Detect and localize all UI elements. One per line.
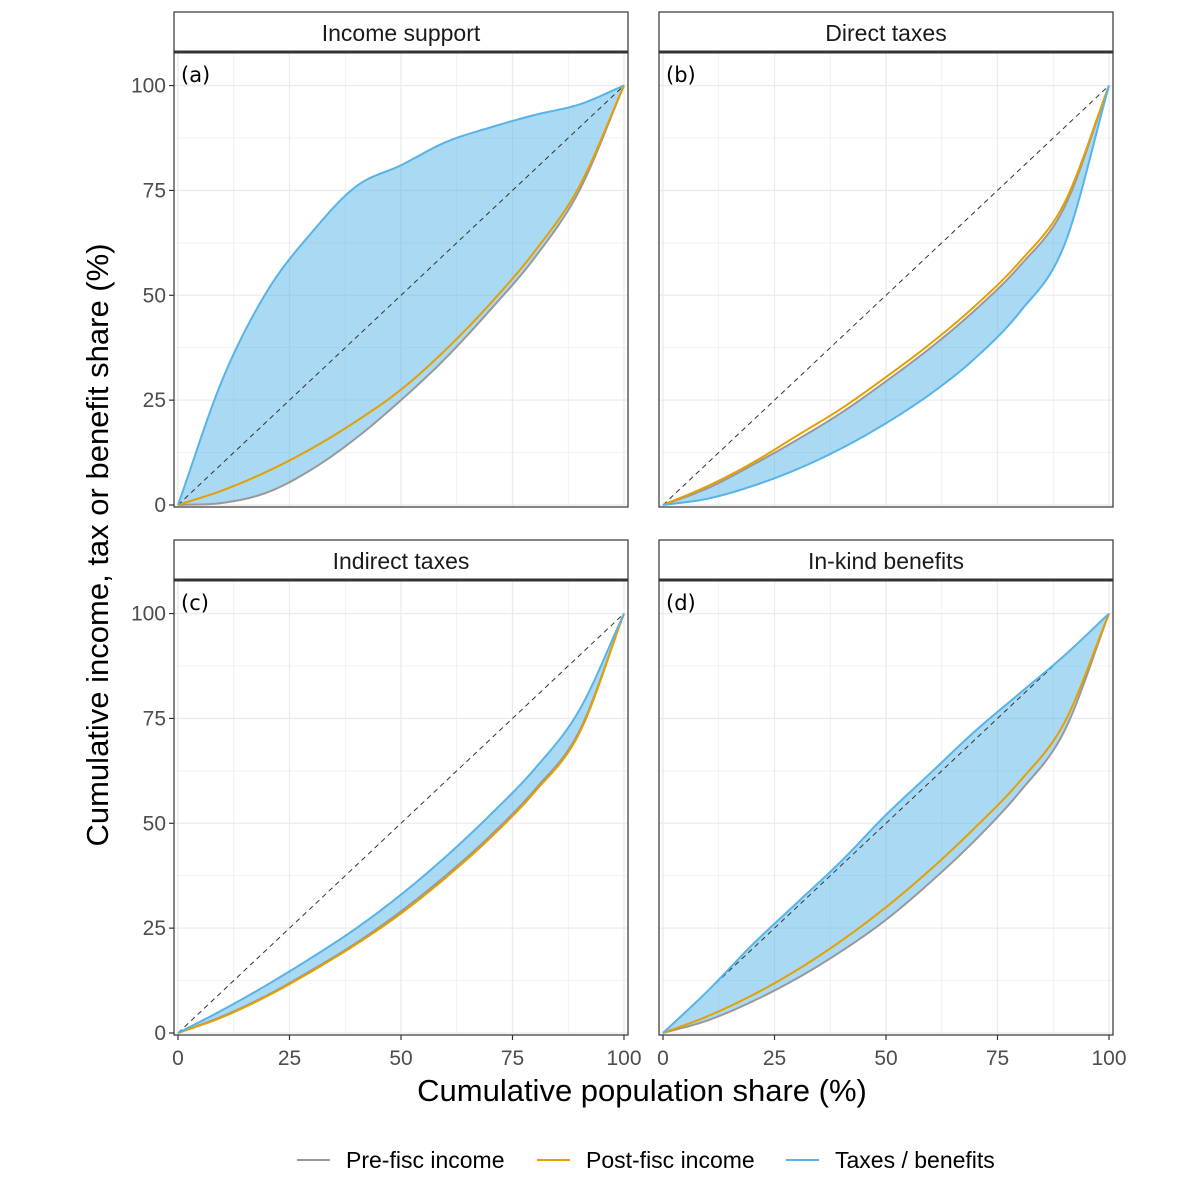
panel-c: Indirect taxes (c) 0 25 50 75 100 0 25 50 75 100 [131,539,642,1070]
strip-title: In-kind benefits [808,548,964,574]
series-line-pre-fisc-income [662,613,1110,1034]
legend-label-taxes-benefits: Taxes / benefits [835,1147,995,1173]
concentration-band [663,85,1109,505]
x-tick-label: 50 [389,1047,412,1070]
strip-title: Income support [322,20,481,46]
equality-line [177,85,625,506]
x-tick-label: 25 [763,1047,786,1070]
series-line-post-fisc-income [662,613,1110,1034]
x-tick-label: 75 [986,1047,1009,1070]
panel-tag: (d) [666,591,696,615]
y-tick-label: 100 [131,75,166,98]
series-line-taxes-benefits [662,85,1110,506]
x-tick-label: 0 [172,1047,184,1070]
strip-background [173,539,629,581]
y-tick-label: 0 [154,1022,166,1045]
equality-line [662,613,1110,1034]
x-tick-label: 100 [1091,1047,1126,1070]
strip-background [173,11,629,53]
x-tick-label: 100 [606,1047,641,1070]
y-tick-label: 100 [131,603,166,626]
panel-a: Income support (a) 0 25 50 75 100 [131,11,629,517]
panel-d: In-kind benefits (d) 0 25 50 75 100 [657,539,1127,1070]
panel-tag: (b) [666,63,696,87]
strip-title: Indirect taxes [333,548,470,574]
series-line-post-fisc-income [177,613,625,1034]
strip-title: Direct taxes [825,20,946,46]
x-axis-title: Cumulative population share (%) [417,1073,867,1108]
legend-label-pre-fisc: Pre-fisc income [346,1147,504,1173]
y-tick-label: 75 [143,179,166,202]
y-tick-label: 75 [143,707,166,730]
y-tick-label: 25 [143,917,166,940]
y-tick-label: 50 [143,284,166,307]
legend: Pre-fisc income Post-fisc income Taxes /… [297,1147,995,1173]
series-line-taxes-benefits [177,84,625,506]
x-tick-label: 75 [501,1047,524,1070]
panel-b: Direct taxes (b) [658,11,1114,508]
series-line-pre-fisc-income [662,85,1110,506]
series-line-pre-fisc-income [177,85,625,506]
panel-tag: (c) [181,591,209,615]
equality-line [177,613,625,1034]
series-line-taxes-benefits [662,612,1110,1034]
x-tick-label: 25 [278,1047,301,1070]
series-line-post-fisc-income [177,85,625,506]
equality-line [662,85,1110,506]
y-tick-label: 0 [154,494,166,517]
series-line-post-fisc-income [662,85,1110,506]
chart-panels: Income support (a) 0 25 50 75 100 Direct taxes (… [131,11,1127,1070]
panel-tag: (a) [181,63,210,87]
x-tick-label: 0 [657,1047,669,1070]
y-axis-title: Cumulative income, tax or benefit share … [80,243,115,846]
y-tick-label: 25 [143,389,166,412]
y-tick-label: 50 [143,812,166,835]
x-tick-label: 50 [874,1047,897,1070]
legend-label-post-fisc: Post-fisc income [586,1147,755,1173]
series-line-taxes-benefits [177,613,625,1034]
